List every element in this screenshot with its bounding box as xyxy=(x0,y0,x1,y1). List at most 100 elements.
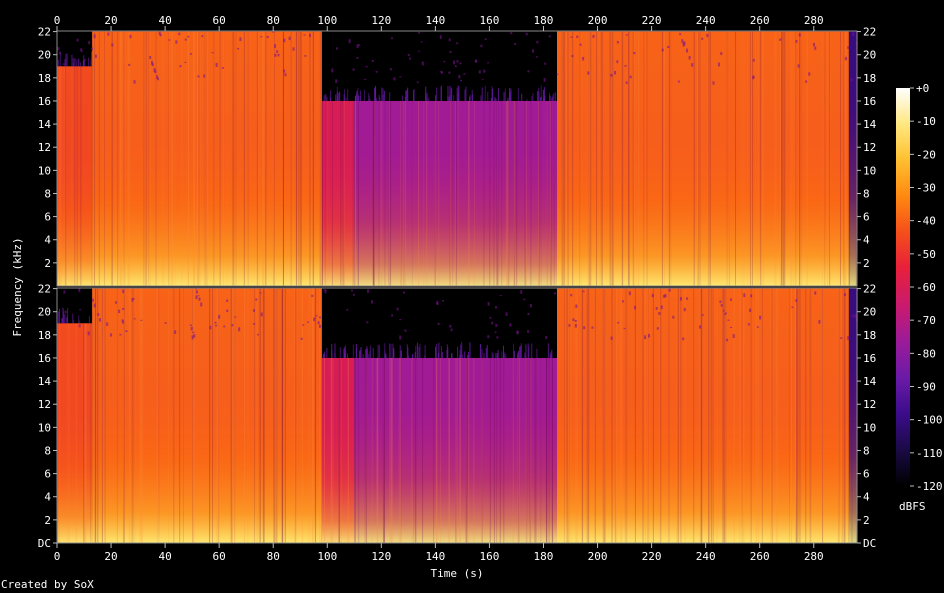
speckle xyxy=(63,311,65,324)
speckle xyxy=(129,34,132,39)
speckle xyxy=(527,312,530,316)
speckle xyxy=(539,97,541,101)
texture-streak xyxy=(794,288,796,543)
texture-streak xyxy=(71,66,73,286)
texture-streak xyxy=(123,288,125,543)
texture-streak xyxy=(626,288,628,543)
y-tick-label-left: 18 xyxy=(38,72,51,85)
texture-streak xyxy=(844,288,846,543)
speckle xyxy=(679,297,682,301)
texture-streak xyxy=(281,288,283,543)
texture-streak xyxy=(193,31,195,286)
texture-streak xyxy=(93,31,95,286)
speckle xyxy=(456,42,459,45)
texture-streak xyxy=(598,31,600,286)
speckle xyxy=(752,58,755,62)
texture-streak xyxy=(604,288,606,543)
texture-streak xyxy=(83,323,85,543)
texture-streak xyxy=(273,31,275,286)
texture-streak xyxy=(168,288,170,543)
speckle xyxy=(570,36,573,38)
speckle xyxy=(122,307,125,310)
speckle xyxy=(203,74,206,78)
texture-streak xyxy=(572,31,574,286)
y-tick-label-right: 16 xyxy=(863,352,876,365)
speckle xyxy=(153,68,156,72)
x-tick-label-bottom: 20 xyxy=(104,550,117,563)
texture-streak xyxy=(777,288,779,543)
speckle xyxy=(688,55,691,60)
speckle xyxy=(133,80,136,84)
texture-streak xyxy=(312,31,314,286)
speckle xyxy=(356,90,358,101)
speckle xyxy=(495,306,498,309)
speckle xyxy=(544,95,546,101)
speckle xyxy=(405,90,407,101)
speckle xyxy=(384,90,386,101)
speckle xyxy=(655,306,658,310)
texture-streak xyxy=(635,31,637,286)
texture-streak xyxy=(94,288,96,543)
speckle xyxy=(195,290,198,294)
texture-streak xyxy=(638,31,640,286)
texture-streak xyxy=(750,288,752,543)
texture-streak xyxy=(614,288,616,543)
texture-streak xyxy=(780,31,782,286)
texture-streak xyxy=(196,31,198,286)
texture-streak xyxy=(711,288,713,543)
texture-streak xyxy=(436,357,438,543)
texture-streak xyxy=(133,288,135,543)
texture-streak xyxy=(575,288,577,543)
speckle xyxy=(814,291,817,295)
speckle xyxy=(651,293,654,298)
speckle xyxy=(360,346,362,358)
texture-streak xyxy=(398,357,400,543)
texture-streak xyxy=(632,31,634,286)
texture-streak xyxy=(604,288,606,543)
texture-streak xyxy=(465,357,467,543)
speckle xyxy=(78,324,81,328)
texture-streak xyxy=(111,31,113,286)
texture-streak xyxy=(400,357,402,543)
texture-streak xyxy=(65,66,67,286)
speckle xyxy=(467,354,469,358)
texture-streak xyxy=(85,323,87,543)
speckle xyxy=(356,44,359,49)
colorbar-tick-label: -10 xyxy=(916,115,936,128)
texture-streak xyxy=(275,288,277,543)
speckle xyxy=(58,52,61,55)
texture-streak xyxy=(642,288,644,543)
texture-streak xyxy=(735,31,737,286)
speckle xyxy=(365,65,368,68)
texture-streak xyxy=(676,288,678,543)
speckle xyxy=(94,54,97,59)
speckle xyxy=(475,60,478,62)
speckle xyxy=(88,40,91,45)
region-energy xyxy=(557,288,849,543)
speckle xyxy=(234,316,237,318)
speckle xyxy=(549,92,551,101)
colorbar-tick-label: -80 xyxy=(916,347,936,360)
texture-streak xyxy=(309,31,311,286)
speckle xyxy=(197,295,200,297)
y-tick-label-left: 16 xyxy=(38,95,51,108)
texture-streak xyxy=(373,100,375,286)
speckle xyxy=(313,317,316,322)
texture-streak xyxy=(95,288,97,543)
texture-streak xyxy=(726,31,728,286)
texture-streak xyxy=(199,31,201,286)
speckle xyxy=(814,46,817,50)
texture-streak xyxy=(281,288,283,543)
texture-streak xyxy=(390,357,392,543)
texture-streak xyxy=(550,100,552,286)
speckle xyxy=(309,33,312,38)
texture-streak xyxy=(319,31,321,286)
texture-streak xyxy=(423,100,425,286)
speckle xyxy=(722,310,725,312)
speckle xyxy=(484,38,487,40)
speckle xyxy=(378,94,380,101)
texture-streak xyxy=(693,31,695,286)
texture-streak xyxy=(208,288,210,543)
speckle xyxy=(527,70,530,73)
texture-streak xyxy=(709,31,711,286)
